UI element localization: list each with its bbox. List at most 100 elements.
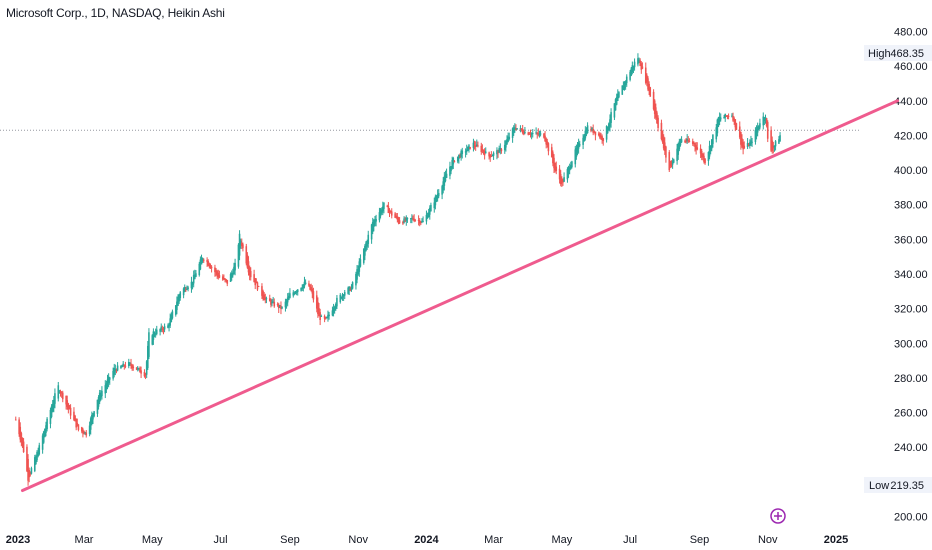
candle-body xyxy=(225,279,227,281)
candle-body xyxy=(76,422,79,426)
candle-body xyxy=(367,234,370,244)
candle-body xyxy=(555,166,558,171)
candle-body xyxy=(425,214,428,222)
candle-body xyxy=(733,118,735,121)
candle-body xyxy=(120,365,122,369)
candle-body xyxy=(355,273,357,286)
y-tick-label: 200.00 xyxy=(894,512,928,524)
x-tick-label: Mar xyxy=(484,534,503,546)
candle-body xyxy=(622,86,625,91)
candle-body xyxy=(528,133,531,135)
candle-body xyxy=(42,431,45,443)
candle-body xyxy=(183,287,186,292)
candle-body xyxy=(239,240,242,245)
candle-body xyxy=(66,400,69,407)
candle-body xyxy=(655,107,657,118)
candle-body xyxy=(279,305,281,307)
candle-body xyxy=(575,147,578,157)
candle-body xyxy=(343,292,346,296)
candle-body xyxy=(459,156,461,158)
candle-body xyxy=(763,117,766,121)
candle-body xyxy=(116,365,119,371)
candle-body xyxy=(249,271,252,278)
y-tick-label: 240.00 xyxy=(894,442,928,454)
candle-body xyxy=(381,206,384,212)
candle-body xyxy=(143,372,146,377)
candle-body xyxy=(21,437,24,446)
candle-body xyxy=(233,266,235,275)
candle-body xyxy=(215,269,217,273)
candle-body xyxy=(640,63,643,70)
candle-body xyxy=(538,133,541,135)
candle-body xyxy=(327,314,329,318)
candle-body xyxy=(618,92,620,98)
candle-body xyxy=(170,314,173,322)
candle-body xyxy=(445,173,448,178)
candle-body xyxy=(364,245,366,256)
candle-body xyxy=(45,425,47,433)
candle-body xyxy=(395,215,398,218)
candle-body xyxy=(725,115,728,117)
candle-body xyxy=(77,424,80,430)
candle-body xyxy=(475,144,478,147)
candle-body xyxy=(506,139,508,145)
candle-body xyxy=(309,284,311,290)
candle-body xyxy=(293,293,296,295)
candle-body xyxy=(505,141,507,148)
event-marker-icon[interactable] xyxy=(770,508,786,524)
candle-body xyxy=(449,166,451,176)
candle-body xyxy=(648,83,650,91)
candle-body xyxy=(144,374,147,376)
candle-body xyxy=(202,259,205,261)
candle-body xyxy=(388,209,391,213)
candle-body xyxy=(179,292,182,299)
candle-body xyxy=(678,141,681,150)
candle-body xyxy=(436,193,439,199)
candle-body xyxy=(323,316,326,319)
candle-body xyxy=(536,132,539,134)
candle-body xyxy=(139,368,141,373)
candle-body xyxy=(710,139,713,149)
candle-body xyxy=(28,469,30,478)
candle-body xyxy=(60,392,63,394)
candle-body xyxy=(514,127,516,131)
y-tick-label: 360.00 xyxy=(894,234,928,246)
candle-body xyxy=(288,295,290,300)
candle-body xyxy=(41,435,44,450)
candle-body xyxy=(91,414,93,424)
candle-body xyxy=(732,115,734,121)
candle-body xyxy=(101,390,103,397)
candle-body xyxy=(46,418,48,430)
candle-body xyxy=(332,308,335,313)
candle-body xyxy=(569,165,572,170)
candle-body xyxy=(552,152,554,164)
candle-body xyxy=(114,369,117,372)
candle-body xyxy=(465,149,468,152)
candle-body xyxy=(590,129,592,131)
candle-body xyxy=(67,403,70,410)
candle-body xyxy=(129,363,131,365)
candle-body xyxy=(460,151,462,157)
candle-body xyxy=(519,128,522,130)
candle-body xyxy=(36,452,38,461)
candle-body xyxy=(434,196,437,206)
candle-body xyxy=(140,370,142,374)
candle-body xyxy=(430,204,432,212)
candle-body xyxy=(649,87,652,97)
candle-body xyxy=(57,385,60,399)
candle-body xyxy=(498,148,500,153)
candle-body xyxy=(480,145,483,152)
candle-body xyxy=(187,287,189,290)
candle-body xyxy=(492,152,495,156)
candles[interactable] xyxy=(14,53,781,486)
candle-body xyxy=(123,365,126,367)
candle-body xyxy=(200,258,203,265)
candle-body xyxy=(473,145,476,147)
candle-body xyxy=(734,119,737,128)
candle-body xyxy=(474,145,477,148)
trendline[interactable] xyxy=(20,99,900,493)
candle-body xyxy=(319,312,321,320)
candle-body xyxy=(35,456,37,465)
candle-body xyxy=(280,305,282,310)
